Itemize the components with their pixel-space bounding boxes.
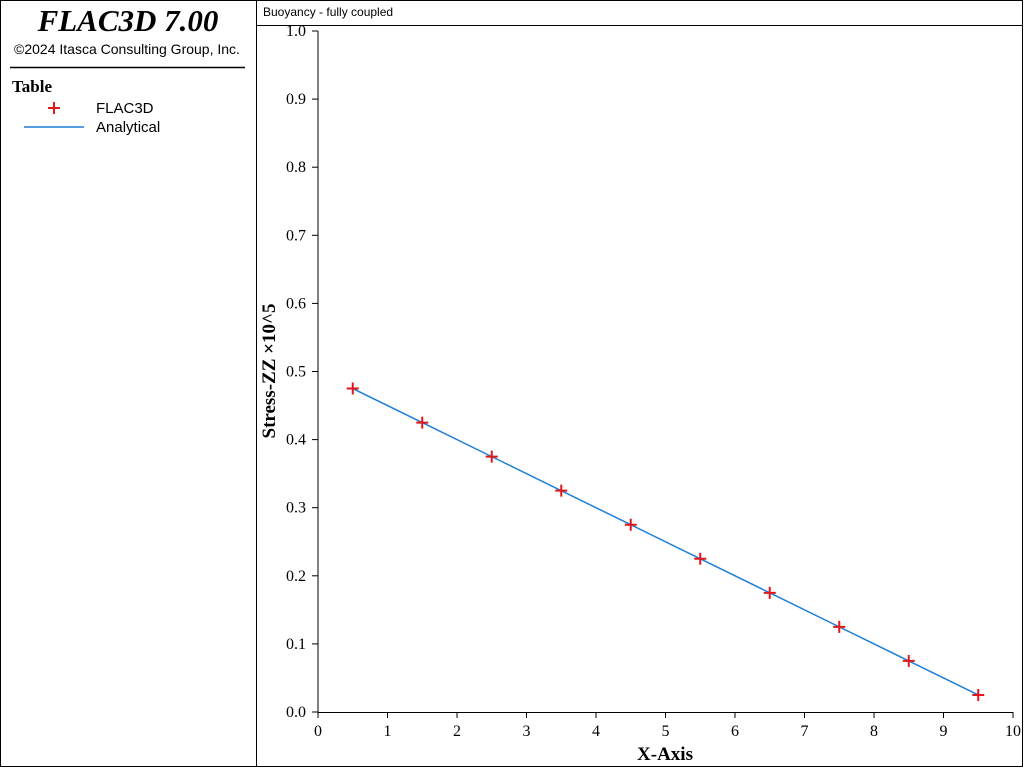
legend-label: Analytical bbox=[96, 119, 160, 136]
x-axis-label: X-Axis bbox=[637, 744, 693, 765]
x-tick-label: 3 bbox=[523, 723, 531, 740]
y-tick-label: 0.3 bbox=[286, 500, 306, 517]
x-tick-label: 1 bbox=[384, 723, 392, 740]
y-tick-label: 0.6 bbox=[286, 295, 306, 312]
x-tick-label: 5 bbox=[662, 723, 670, 740]
data-point bbox=[972, 688, 985, 701]
legend-panel bbox=[0, 0, 257, 767]
data-point bbox=[624, 518, 637, 531]
data-point bbox=[346, 382, 359, 395]
y-tick-label: 0.2 bbox=[286, 568, 306, 585]
x-tick-label: 8 bbox=[870, 723, 878, 740]
y-tick-label: 0.1 bbox=[286, 636, 306, 653]
data-point bbox=[833, 620, 846, 633]
y-tick-label: 0.7 bbox=[286, 227, 306, 244]
data-point bbox=[485, 450, 498, 463]
y-tick-label: 0.4 bbox=[286, 432, 306, 449]
x-tick-label: 2 bbox=[453, 723, 461, 740]
data-point bbox=[555, 484, 568, 497]
data-point bbox=[902, 654, 915, 667]
chart-title: Buoyancy - fully coupled bbox=[263, 5, 393, 19]
legend-title: Table bbox=[12, 77, 52, 96]
legend-label: FLAC3D bbox=[96, 100, 154, 117]
y-tick-label: 0.8 bbox=[286, 159, 306, 176]
legend-symbol bbox=[48, 102, 60, 114]
x-tick-label: 6 bbox=[731, 723, 739, 740]
x-tick-label: 4 bbox=[592, 723, 600, 740]
x-tick-label: 10 bbox=[1005, 723, 1021, 740]
y-tick-label: 0.5 bbox=[286, 364, 306, 381]
x-tick-label: 7 bbox=[801, 723, 809, 740]
data-point bbox=[416, 416, 429, 429]
plot-panel bbox=[256, 0, 1023, 767]
data-point bbox=[763, 586, 776, 599]
x-tick-label: 0 bbox=[314, 723, 322, 740]
y-tick-label: 1.0 bbox=[286, 23, 306, 40]
copyright: ©2024 Itasca Consulting Group, Inc. bbox=[14, 41, 240, 57]
data-point bbox=[694, 552, 707, 565]
y-axis-label: Stress-ZZ ×10^5 bbox=[259, 304, 280, 439]
app-title: FLAC3D 7.00 bbox=[37, 3, 219, 38]
y-tick-label: 0.0 bbox=[286, 704, 306, 721]
data-line bbox=[352, 387, 979, 696]
y-tick-label: 0.9 bbox=[286, 91, 306, 108]
x-tick-label: 9 bbox=[940, 723, 948, 740]
